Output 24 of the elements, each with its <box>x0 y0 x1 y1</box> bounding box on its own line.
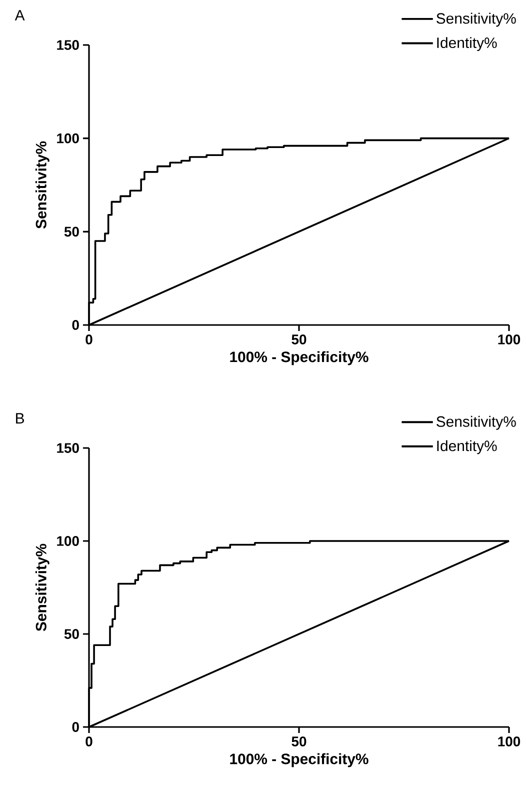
x-axis-title: 100% - Specificity% <box>230 753 368 768</box>
y-tick-label: 150 <box>57 40 79 50</box>
y-tick-label: 150 <box>57 443 79 453</box>
x-tick-label: 100 <box>498 334 520 344</box>
y-tick-label: 100 <box>57 133 79 144</box>
y-axis-title: Sensitivity% <box>35 141 50 229</box>
y-tick-label: 50 <box>64 629 79 639</box>
y-tick-label: 0 <box>72 722 79 732</box>
legend-label: Sensitivity% <box>436 416 516 430</box>
legend-label: Identity% <box>437 37 497 52</box>
x-tick-label: 100 <box>498 736 520 746</box>
chart-title: B <box>16 413 24 424</box>
chart-title: A <box>14 10 25 20</box>
y-axis-title: Sensitivity% <box>35 544 50 632</box>
x-tick-label: 0 <box>86 334 92 344</box>
legend-label: Sensitivity% <box>436 12 516 27</box>
y-tick-label: 100 <box>57 536 79 546</box>
y-tick-label: 50 <box>64 226 79 237</box>
x-tick-label: 50 <box>292 736 306 746</box>
x-axis-title: 100% - Specificity% <box>230 351 368 366</box>
x-tick-label: 0 <box>86 736 92 746</box>
legend-label: Identity% <box>437 440 497 454</box>
y-tick-label: 0 <box>72 320 79 330</box>
x-tick-label: 50 <box>292 334 306 344</box>
